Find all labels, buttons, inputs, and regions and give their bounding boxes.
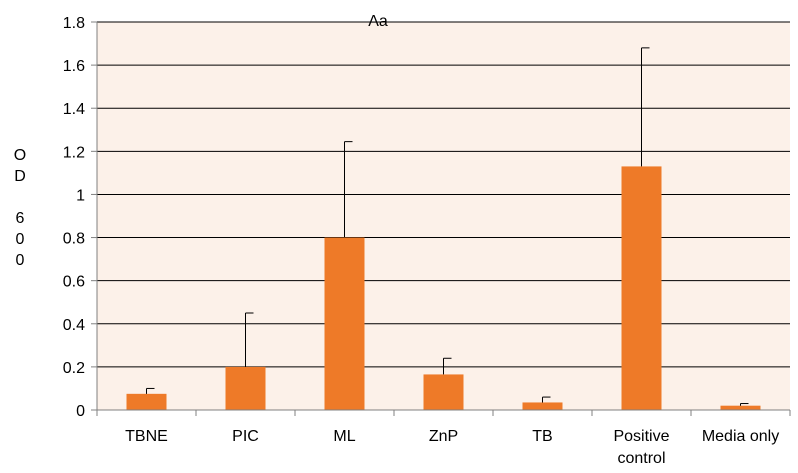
bar xyxy=(720,405,761,410)
y-axis-label: 0 xyxy=(16,231,25,248)
chart-title: Aa xyxy=(368,13,388,30)
y-axis-label: D xyxy=(14,168,26,185)
x-tick-label: Positive control xyxy=(613,428,669,467)
y-tick-label: 1.6 xyxy=(63,58,85,75)
plot-area xyxy=(97,22,790,410)
x-tick-label: ZnP xyxy=(429,428,458,445)
y-tick-label: 0.2 xyxy=(63,360,85,377)
y-tick-label: 0.4 xyxy=(63,317,85,334)
y-tick-label: 1.2 xyxy=(63,144,85,161)
bar xyxy=(324,237,365,410)
x-tick-label: TB xyxy=(532,428,552,445)
y-tick-label: 0 xyxy=(76,403,85,420)
x-tick-label: PIC xyxy=(232,428,259,445)
y-tick-label: 0.8 xyxy=(63,231,85,248)
bar xyxy=(621,166,662,410)
y-tick-label: 0.6 xyxy=(63,274,85,291)
y-axis-label: O xyxy=(14,147,26,164)
x-tick-label: Media only xyxy=(702,428,779,445)
y-tick-label: 1 xyxy=(76,187,85,204)
bar xyxy=(225,366,266,410)
bar xyxy=(522,402,563,410)
y-tick-label: 1.4 xyxy=(63,101,85,118)
y-axis-label: 0 xyxy=(16,252,25,269)
y-axis-label: 6 xyxy=(16,210,25,227)
bar xyxy=(423,374,464,410)
x-tick-label: TBNE xyxy=(125,428,168,445)
bar xyxy=(126,393,167,410)
x-tick-label: ML xyxy=(333,428,355,445)
y-tick-label: 1.8 xyxy=(63,15,85,32)
